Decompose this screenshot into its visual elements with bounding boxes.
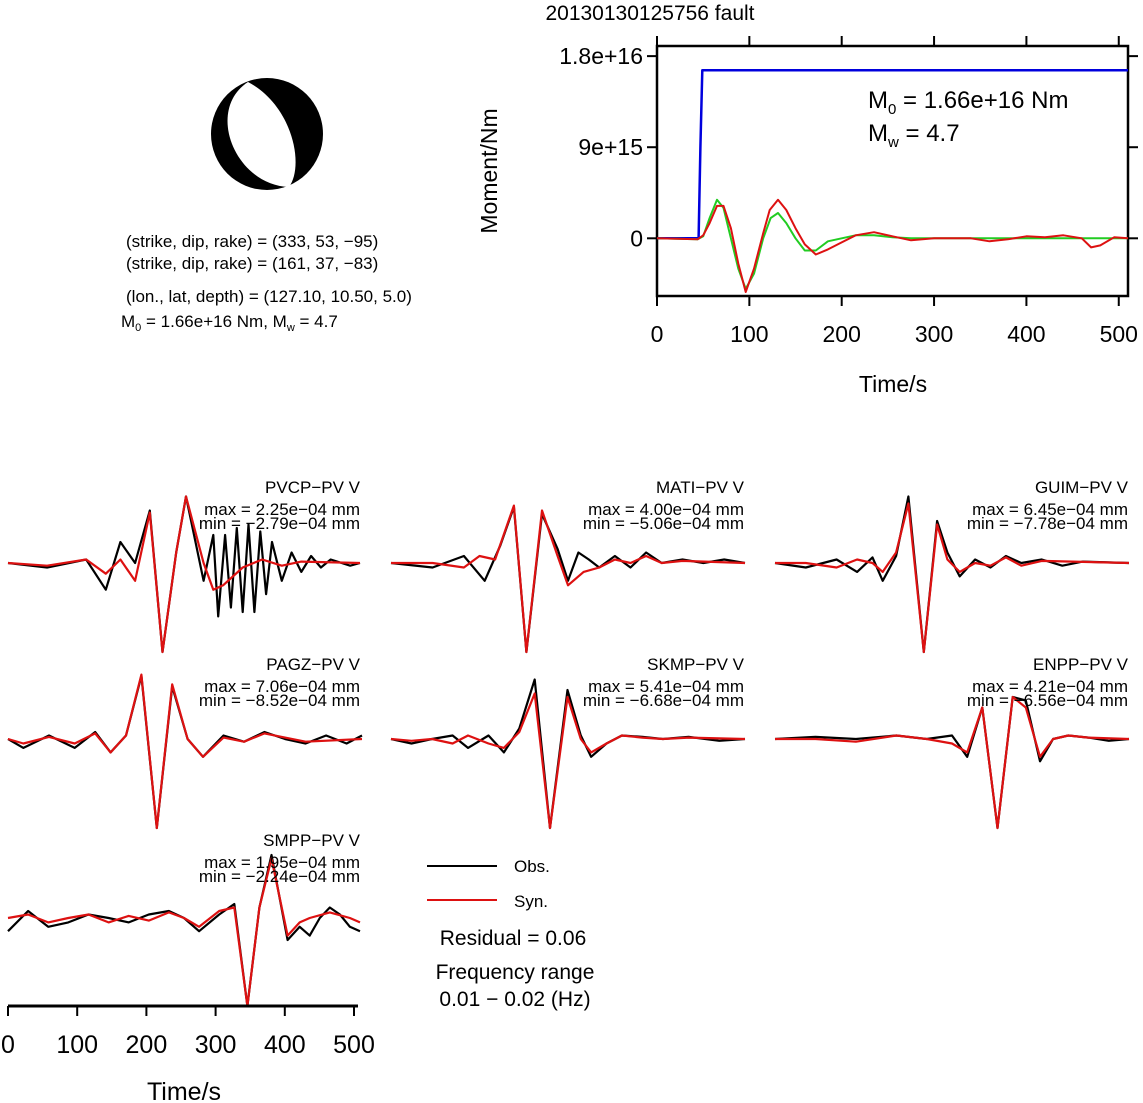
observed-trace: [774, 695, 1130, 830]
moment-rate-chart: 0 9e+15 1.8e+16 0 100 200 300 400 500 Time/s Mo…: [476, 36, 1138, 397]
moment-ytick-label: 9e+15: [578, 134, 643, 160]
moment-xtick-label: 400: [1007, 321, 1045, 347]
synthetic-trace: [7, 495, 361, 654]
station-min: min = −2.79e−04 mm: [199, 514, 360, 533]
frequency-range-value: 0.01 − 0.02 (Hz): [439, 988, 590, 1011]
observed-trace: [774, 495, 1130, 654]
synthetic-trace: [7, 857, 361, 1008]
station-max: max = 1.95e−04 mm: [204, 853, 360, 872]
synthetic-trace: [391, 504, 746, 654]
moment-xlabel: Time/s: [859, 371, 927, 397]
event-magnitude: M0 = 1.66e+16 Nm, Mw = 4.7: [121, 312, 338, 334]
waveform-xtick-label: 300: [195, 1031, 237, 1059]
legend-obs-label: Obs.: [514, 857, 550, 876]
waveform-xtick-label: 500: [333, 1031, 375, 1059]
station-name: SKMP−PV V: [647, 655, 745, 674]
station-min: min = −2.24e−04 mm: [199, 867, 360, 886]
legend-syn-label: Syn.: [514, 892, 548, 911]
station-max: max = 6.45e−04 mm: [972, 500, 1128, 519]
frequency-range-label: Frequency range: [436, 961, 595, 984]
waveform-xtick-label: 400: [264, 1031, 306, 1059]
station-min: min = −7.78e−04 mm: [967, 514, 1128, 533]
station-min: min = −5.06e−04 mm: [583, 514, 744, 533]
station-max: max = 2.25e−04 mm: [204, 500, 360, 519]
station-name: PVCP−PV V: [265, 478, 361, 497]
waveform-xtick-label: 200: [126, 1031, 168, 1059]
station-name: ENPP−PV V: [1033, 655, 1129, 674]
synthetic-trace: [775, 695, 1130, 830]
waveform-xlabel: Time/s: [147, 1078, 221, 1103]
station-max: max = 4.00e−04 mm: [588, 500, 744, 519]
moment-m0-annotation: M0 = 1.66e+16 Nm: [868, 87, 1068, 118]
residual-text: Residual = 0.06: [440, 927, 587, 950]
station-min: min = −8.52e−04 mm: [199, 691, 360, 710]
moment-series-line-1: [656, 198, 1128, 290]
moment-ytick-label: 0: [630, 225, 643, 251]
event-location: (lon., lat, depth) = (127.10, 10.50, 5.0…: [126, 287, 412, 306]
synthetic-trace: [775, 502, 1130, 654]
synthetic-trace: [390, 692, 746, 830]
nodal-plane-2: (strike, dip, rake) = (161, 37, −83): [126, 254, 378, 273]
station-name: PAGZ−PV V: [266, 655, 360, 674]
moment-xtick-label: 300: [915, 321, 953, 347]
moment-mw-annotation: Mw = 4.7: [868, 120, 960, 151]
moment-xtick-label: 0: [651, 321, 664, 347]
waveform-legend: Obs. Syn.: [427, 857, 550, 911]
station-max: max = 7.06e−04 mm: [204, 677, 360, 696]
station-max: max = 5.41e−04 mm: [588, 677, 744, 696]
waveform-xtick-label: 0: [1, 1031, 15, 1059]
station-max: max = 4.21e−04 mm: [972, 677, 1128, 696]
waveform-time-axis: 0 100 200 300 400 500 Time/s: [1, 1004, 375, 1103]
station-name: GUIM−PV V: [1035, 478, 1129, 497]
observed-trace: [7, 495, 361, 654]
moment-ytick-label: 1.8e+16: [559, 43, 643, 69]
moment-xtick-label: 500: [1100, 321, 1138, 347]
station-name: MATI−PV V: [656, 478, 745, 497]
moment-plot-frame: [655, 44, 1130, 298]
synthetic-trace: [7, 673, 363, 830]
moment-ylabel: Moment/Nm: [476, 108, 502, 233]
figure-title: 20130130125756 fault: [545, 2, 754, 25]
nodal-plane-1: (strike, dip, rake) = (333, 53, −95): [126, 232, 378, 251]
moment-xtick-label: 200: [823, 321, 861, 347]
waveform-xtick-label: 100: [56, 1031, 98, 1059]
moment-xtick-label: 100: [730, 321, 768, 347]
beachball-icon: [211, 78, 323, 190]
station-min: min = −6.68e−04 mm: [583, 691, 744, 710]
station-name: SMPP−PV V: [263, 831, 361, 850]
moment-series-line-2: [656, 198, 1129, 293]
station-min: min = −6.56e−04 mm: [967, 691, 1128, 710]
